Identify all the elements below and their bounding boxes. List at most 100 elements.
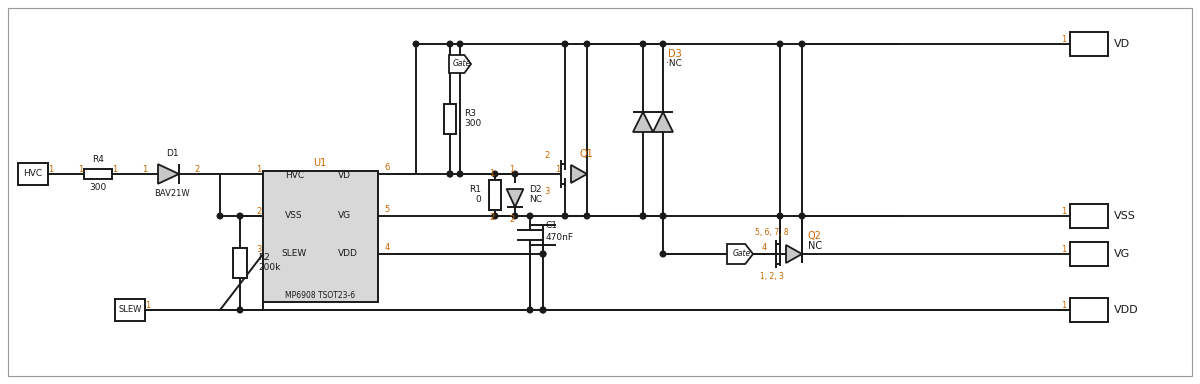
Text: Gate: Gate xyxy=(452,60,472,68)
Circle shape xyxy=(778,213,782,219)
Text: 1: 1 xyxy=(509,166,515,174)
Text: VSS: VSS xyxy=(286,212,302,220)
Bar xyxy=(444,104,456,134)
Text: 2: 2 xyxy=(194,164,199,174)
Text: D1: D1 xyxy=(166,149,179,159)
Text: D3: D3 xyxy=(668,49,682,59)
Circle shape xyxy=(512,171,518,177)
Bar xyxy=(1070,32,1108,56)
Text: 5, 6, 7, 8: 5, 6, 7, 8 xyxy=(755,227,788,237)
Circle shape xyxy=(540,307,546,313)
Text: R3: R3 xyxy=(464,109,476,119)
Text: 2: 2 xyxy=(490,212,494,222)
Circle shape xyxy=(641,213,646,219)
Text: 1: 1 xyxy=(1061,245,1066,253)
Circle shape xyxy=(584,213,590,219)
Text: VD: VD xyxy=(1114,39,1130,49)
Text: 1: 1 xyxy=(78,164,84,174)
Text: 2: 2 xyxy=(545,152,550,161)
Circle shape xyxy=(238,307,242,313)
Bar xyxy=(84,169,112,179)
Circle shape xyxy=(413,41,419,47)
Text: VD: VD xyxy=(338,172,352,180)
Circle shape xyxy=(238,213,242,219)
Text: VDD: VDD xyxy=(1114,305,1139,315)
Text: 2: 2 xyxy=(509,215,515,225)
Circle shape xyxy=(527,307,533,313)
Text: 1: 1 xyxy=(1061,301,1066,310)
Circle shape xyxy=(660,213,666,219)
Circle shape xyxy=(799,41,805,47)
Text: 1: 1 xyxy=(490,169,494,177)
Text: 5: 5 xyxy=(384,205,390,215)
Text: 470nF: 470nF xyxy=(546,232,574,242)
Text: NC: NC xyxy=(808,241,822,251)
Text: 3: 3 xyxy=(545,187,550,197)
Text: 2: 2 xyxy=(257,207,262,215)
Polygon shape xyxy=(449,55,470,73)
Text: 1: 1 xyxy=(143,164,148,174)
Text: 4: 4 xyxy=(384,243,390,253)
Bar xyxy=(233,248,247,278)
Circle shape xyxy=(799,213,805,219)
Circle shape xyxy=(448,171,452,177)
Circle shape xyxy=(540,307,546,313)
Circle shape xyxy=(660,251,666,257)
Circle shape xyxy=(660,213,666,219)
Text: VG: VG xyxy=(338,212,352,220)
Text: 200k: 200k xyxy=(258,263,281,273)
Text: C1: C1 xyxy=(546,220,558,230)
Text: HVC: HVC xyxy=(24,169,42,179)
Text: 1: 1 xyxy=(145,301,151,310)
Polygon shape xyxy=(653,112,673,132)
Text: VDD: VDD xyxy=(338,250,358,258)
Circle shape xyxy=(563,41,568,47)
Text: 1, 2, 3: 1, 2, 3 xyxy=(760,271,784,280)
Text: NC: NC xyxy=(529,195,542,205)
Text: Q2: Q2 xyxy=(808,231,822,241)
Circle shape xyxy=(641,213,646,219)
Circle shape xyxy=(492,213,498,219)
Polygon shape xyxy=(571,165,587,183)
Text: 1: 1 xyxy=(556,166,560,174)
Text: 1: 1 xyxy=(48,164,54,174)
Text: R4: R4 xyxy=(92,156,104,164)
Text: ·NC: ·NC xyxy=(666,60,682,68)
Text: SLEW: SLEW xyxy=(281,250,306,258)
Text: R2: R2 xyxy=(258,253,270,263)
Text: Gate: Gate xyxy=(733,250,751,258)
Polygon shape xyxy=(727,244,754,264)
Circle shape xyxy=(540,251,546,257)
Text: BAV21W: BAV21W xyxy=(154,189,190,199)
Text: HVC: HVC xyxy=(286,172,304,180)
Text: 300: 300 xyxy=(464,119,481,129)
Text: VG: VG xyxy=(1114,249,1130,259)
Bar xyxy=(18,163,48,185)
Text: U1: U1 xyxy=(313,158,326,168)
Text: 300: 300 xyxy=(89,184,107,192)
Polygon shape xyxy=(786,245,802,263)
Text: 3: 3 xyxy=(257,245,262,253)
Polygon shape xyxy=(506,189,523,207)
Circle shape xyxy=(778,41,782,47)
Text: 1: 1 xyxy=(257,164,262,174)
Circle shape xyxy=(660,41,666,47)
Circle shape xyxy=(584,41,590,47)
Circle shape xyxy=(563,213,568,219)
Text: 1: 1 xyxy=(1061,207,1066,215)
Bar xyxy=(263,171,378,302)
Text: 1: 1 xyxy=(1061,35,1066,43)
Bar xyxy=(1070,204,1108,228)
Text: 4: 4 xyxy=(761,243,767,252)
Text: VSS: VSS xyxy=(1114,211,1136,221)
Circle shape xyxy=(492,171,498,177)
Text: R1: R1 xyxy=(469,185,481,195)
Text: 1: 1 xyxy=(113,164,118,174)
Bar xyxy=(490,180,502,210)
Text: D2: D2 xyxy=(529,185,541,195)
Circle shape xyxy=(641,41,646,47)
Bar xyxy=(1070,242,1108,266)
Circle shape xyxy=(217,213,223,219)
Bar xyxy=(115,299,145,321)
Text: 6: 6 xyxy=(384,164,390,172)
